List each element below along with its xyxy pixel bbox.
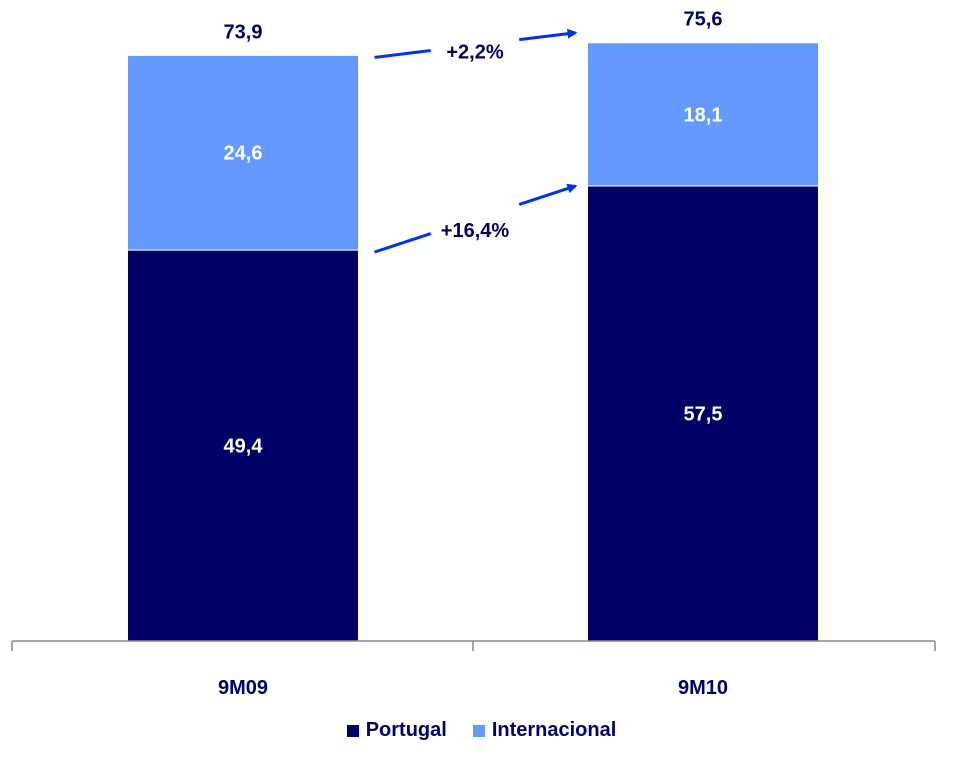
legend-item-internacional: Internacional bbox=[472, 719, 617, 742]
annotation-arrow-head-0 bbox=[519, 28, 578, 42]
annotation-arrow-tail-0 bbox=[374, 49, 431, 59]
data-label-portugal-9m09: 49,4 bbox=[224, 436, 264, 458]
x-tick-label-9m10: 9M10 bbox=[678, 677, 728, 699]
bar-portugal-9m09 bbox=[127, 249, 359, 642]
data-label-internacional-9m10: 18,1 bbox=[684, 104, 723, 126]
x-tick-label-9m09: 9M09 bbox=[218, 677, 268, 699]
legend-label-internacional: Internacional bbox=[491, 719, 617, 741]
annotation-text-1: +16,4% bbox=[441, 220, 510, 242]
annotation-arrow-tail-1 bbox=[374, 232, 432, 254]
annotation-arrow-head-1 bbox=[518, 183, 578, 206]
data-label-portugal-9m10: 57,5 bbox=[684, 403, 723, 425]
legend-label-portugal: Portugal bbox=[365, 719, 447, 741]
bar-internacional-9m10 bbox=[587, 42, 819, 187]
data-label-internacional-9m09: 24,6 bbox=[224, 143, 263, 165]
total-label-9m09: 73,9 bbox=[224, 21, 263, 43]
annotation-text-0: +2,2% bbox=[446, 41, 503, 63]
legend-swatch-internacional bbox=[472, 724, 485, 737]
legend-item-portugal: Portugal bbox=[346, 719, 447, 742]
total-label-9m10: 75,6 bbox=[684, 9, 723, 31]
legend: Portugal Internacional bbox=[0, 719, 963, 742]
bar-internacional-9m09 bbox=[127, 54, 359, 251]
legend-swatch-portugal bbox=[346, 724, 359, 737]
